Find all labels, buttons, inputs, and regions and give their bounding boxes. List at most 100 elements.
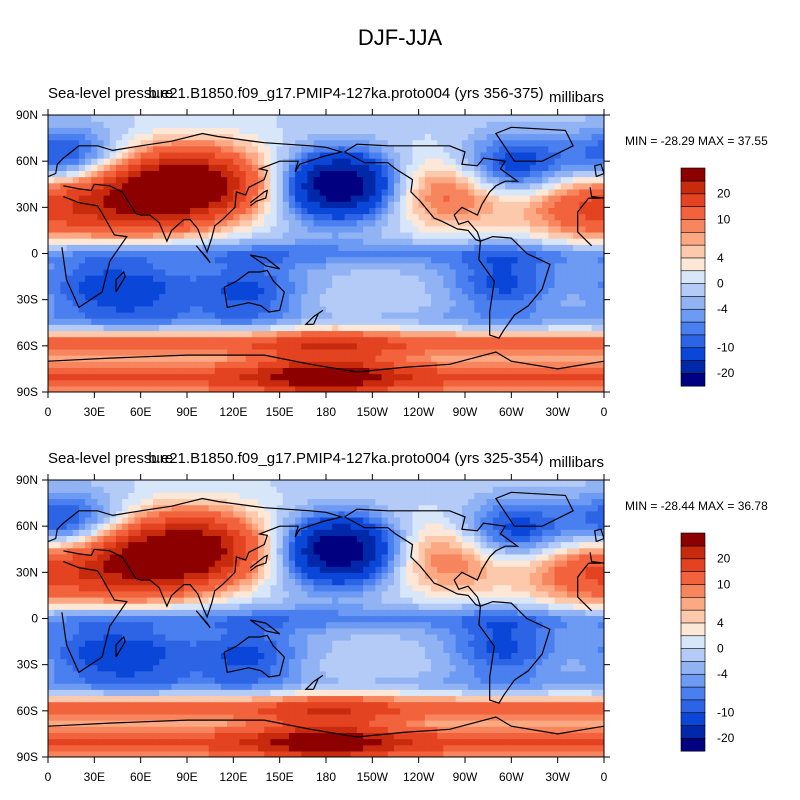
field-cell: [301, 311, 309, 319]
field-cell: [72, 510, 80, 518]
field-cell: [566, 127, 574, 135]
field-cell: [97, 603, 105, 610]
field-cell: [369, 256, 377, 264]
field-cell: [566, 324, 574, 332]
field-cell: [214, 287, 222, 295]
field-cell: [511, 318, 519, 325]
field-cell: [264, 133, 271, 141]
field-cell: [492, 219, 500, 227]
field-cell: [369, 250, 377, 258]
field-cell: [326, 121, 333, 128]
field-cell: [288, 151, 296, 159]
field-cell: [393, 145, 401, 153]
field-cell: [159, 713, 166, 721]
field-cell: [282, 330, 290, 338]
field-cell: [54, 305, 61, 313]
field-cell: [393, 133, 401, 141]
field-cell: [406, 115, 414, 122]
field-cell: [356, 250, 364, 258]
field-cell: [196, 201, 204, 208]
field-cell: [190, 244, 197, 252]
field-cell: [128, 207, 136, 215]
field-cell: [326, 225, 333, 233]
field-cell: [307, 342, 315, 350]
field-cell: [159, 379, 166, 387]
field-cell: [159, 121, 166, 128]
field-cell: [140, 158, 148, 165]
field-cell: [523, 244, 531, 252]
field-cell: [387, 373, 395, 381]
field-cell: [523, 373, 531, 381]
field-cell: [227, 367, 234, 375]
field-cell: [183, 164, 191, 171]
field-cell: [190, 225, 197, 233]
field-cell: [468, 225, 475, 233]
field-cell: [177, 355, 185, 362]
field-cell: [461, 268, 469, 276]
field-cell: [449, 336, 457, 344]
colorbar-label: 10: [717, 212, 731, 226]
field-cell: [140, 318, 148, 325]
field-cell: [208, 188, 216, 196]
field-cell: [202, 281, 210, 288]
field-cell: [190, 250, 197, 258]
field-cell: [350, 373, 358, 381]
field-cell: [122, 676, 129, 684]
field-cell: [270, 379, 278, 387]
field-cell: [455, 379, 463, 387]
field-cell: [78, 498, 86, 506]
field-cell: [85, 713, 92, 721]
field-cell: [134, 523, 142, 530]
field-cell: [431, 342, 438, 350]
field-cell: [505, 342, 512, 350]
field-cell: [220, 151, 228, 159]
field-cell: [115, 348, 123, 356]
field-cell: [128, 590, 136, 598]
field-cell: [486, 139, 494, 147]
field-cell: [350, 342, 358, 350]
field-cell: [134, 510, 142, 518]
field-cell: [597, 281, 604, 288]
field-cell: [239, 170, 247, 178]
field-cell: [554, 115, 562, 122]
field-cell: [480, 318, 488, 325]
field-cell: [332, 219, 339, 227]
field-cell: [406, 158, 414, 165]
field-cell: [115, 726, 123, 733]
field-cell: [91, 158, 99, 165]
field-cell: [128, 201, 136, 208]
field-cell: [437, 373, 444, 381]
field-cell: [350, 299, 358, 307]
field-cell: [393, 170, 401, 178]
field-cell: [424, 133, 432, 141]
field-cell: [579, 238, 587, 245]
field-cell: [122, 238, 129, 245]
field-cell: [548, 305, 556, 313]
field-cell: [115, 560, 123, 567]
field-cell: [536, 176, 543, 184]
field-cell: [591, 256, 599, 264]
field-cell: [307, 145, 315, 153]
field-cell: [165, 330, 173, 338]
field-cell: [115, 676, 123, 684]
field-cell: [443, 115, 451, 122]
field-cell: [455, 256, 463, 264]
field-cell: [72, 170, 80, 178]
field-cell: [375, 139, 383, 147]
field-cell: [122, 158, 129, 165]
field-cell: [190, 145, 197, 153]
field-cell: [264, 238, 271, 245]
field-cell: [288, 355, 296, 362]
field-cell: [542, 145, 549, 153]
field-cell: [91, 744, 99, 752]
field-cell: [264, 268, 271, 276]
field-cell: [486, 250, 494, 258]
field-cell: [78, 578, 86, 586]
field-cell: [183, 115, 191, 122]
field-cell: [202, 133, 210, 141]
field-cell: [529, 355, 537, 362]
field-cell: [208, 318, 216, 325]
field-cell: [511, 127, 519, 135]
field-cell: [350, 330, 358, 338]
